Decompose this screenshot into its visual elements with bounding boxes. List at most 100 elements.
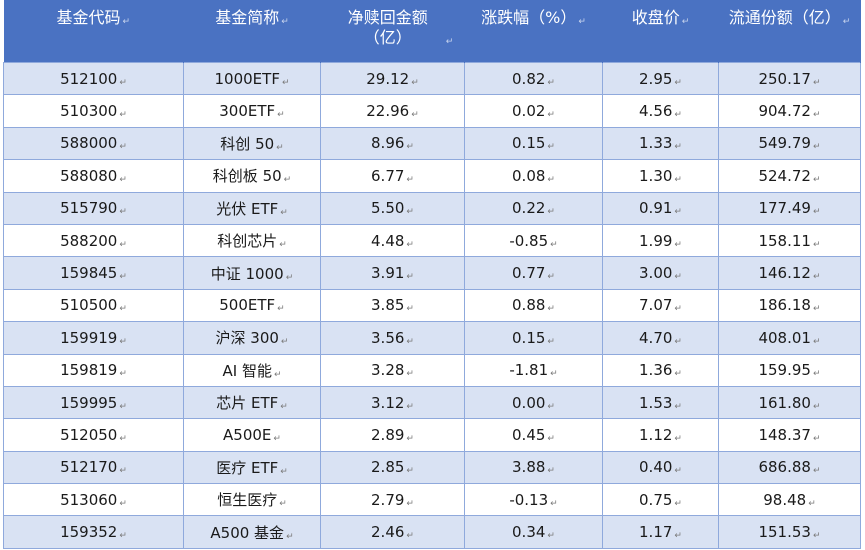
paragraph-mark-icon: ↵ [547,531,555,542]
cell-value: 250.17 [758,69,811,88]
cell-value: 515790 [60,199,118,218]
paragraph-mark-icon: ↵ [547,304,555,315]
paragraph-mark-icon: ↵ [119,304,127,315]
cell-value: 4.48 [371,231,405,250]
paragraph-mark-icon: ↵ [812,142,821,153]
paragraph-mark-icon: ↵ [119,207,127,218]
paragraph-mark-icon: ↵ [812,77,821,88]
cell-value: 0.15 [512,328,546,347]
paragraph-mark-icon: ↵ [406,531,414,542]
cell-float-shares: 98.48 ↵ [718,483,861,517]
paragraph-mark-icon: ↵ [445,37,454,47]
cell-value: 3.85 [371,296,405,315]
cell-float-shares: 524.72 ↵ [718,159,861,193]
cell-value: 2.89 [371,425,405,444]
cell-value: 3.28 [371,361,405,380]
paragraph-mark-icon: ↵ [406,466,414,477]
paragraph-mark-icon: ↵ [277,304,285,315]
cell-fund-name: AI 智能 ↵ [183,353,321,387]
paragraph-mark-icon: ↵ [406,304,414,315]
cell-value: 300ETF [219,102,276,121]
paragraph-mark-icon: ↵ [812,304,821,315]
cell-value: 1.33 [639,134,673,153]
table-row: 510300 ↵ 300ETF ↵ 22.96 ↵ 0.02 ↵ 4.56 ↵ 904.72 ↵ [3,94,861,128]
paragraph-mark-icon: ↵ [547,401,555,412]
cell-value: 6.77 [371,166,405,185]
cell-fund-name: A500E ↵ [183,418,321,452]
cell-value: 1.99 [639,231,673,250]
paragraph-mark-icon: ↵ [674,272,682,283]
cell-value: 0.34 [512,523,546,542]
cell-net-redemption: 2.79 ↵ [320,483,465,517]
cell-net-redemption: 2.89 ↵ [320,418,465,452]
cell-value: 1.17 [639,523,673,542]
cell-value: 3.91 [371,264,405,283]
paragraph-mark-icon: ↵ [119,239,127,250]
cell-fund-code: 588200 ↵ [3,223,184,258]
paragraph-mark-icon: ↵ [119,174,127,185]
cell-value: 408.01 [758,328,811,347]
paragraph-mark-icon: ↵ [280,337,289,348]
cell-fund-code: 510300 ↵ [3,94,184,128]
cell-value: A500 基金 [210,523,285,542]
cell-value: 3.88 [512,458,546,477]
cell-change-pct: 0.77 ↵ [464,256,603,290]
paragraph-mark-icon: ↵ [547,77,555,88]
cell-value: 1.36 [639,361,673,380]
cell-value: 159995 [60,393,118,412]
cell-close-price: 4.70 ↵ [602,321,719,355]
cell-value: 0.00 [512,393,546,412]
cell-net-redemption: 2.85 ↵ [320,450,465,485]
table-row: 159919 ↵ 沪深 300 ↵ 3.56 ↵ 0.15 ↵ 4.70 ↵ 408.01 ↵ [3,321,861,355]
paragraph-mark-icon: ↵ [406,239,414,250]
paragraph-mark-icon: ↵ [286,531,294,542]
table-row: 512100 ↵ 1000ETF ↵ 29.12 ↵ 0.82 ↵ 2.95 ↵ 250.17 ↵ [3,61,861,96]
cell-value: 159352 [60,523,118,542]
table-row: 159995 ↵ 芯片 ETF ↵ 3.12 ↵ 0.00 ↵ 1.53 ↵ 161.80 ↵ [3,385,861,420]
cell-value: 0.88 [512,296,546,315]
fund-redemption-table-container: 基金代码 ↵ 基金简称 ↵ 净赎回金额（亿） ↵ 涨跌幅（%） ↵ 收盘价 ↵ 流通份额（… [3,0,861,549]
header-label: 基金代码 [56,8,121,27]
paragraph-mark-icon: ↵ [281,17,289,27]
cell-float-shares: 148.37 ↵ [718,418,861,452]
paragraph-mark-icon: ↵ [812,239,821,250]
cell-float-shares: 177.49 ↵ [718,191,861,225]
cell-value: 8.96 [371,134,405,153]
cell-value: 医疗 ETF [216,458,279,477]
cell-value: 159845 [60,264,118,283]
cell-change-pct: 0.08 ↵ [464,159,603,193]
header-close-price: 收盘价 ↵ [602,0,719,63]
paragraph-mark-icon: ↵ [550,369,558,380]
paragraph-mark-icon: ↵ [812,433,821,444]
paragraph-mark-icon: ↵ [674,304,682,315]
cell-close-price: 1.33 ↵ [602,126,719,161]
cell-value: 3.56 [371,328,405,347]
paragraph-mark-icon: ↵ [674,466,682,477]
cell-float-shares: 186.18 ↵ [718,288,861,323]
cell-fund-name: 沪深 300 ↵ [183,321,321,355]
cell-fund-code: 159919 ↵ [3,321,184,355]
cell-value: 500ETF [219,296,276,315]
table-row: 512050 ↵ A500E ↵ 2.89 ↵ 0.45 ↵ 1.12 ↵ 148.37 ↵ [3,418,861,452]
paragraph-mark-icon: ↵ [812,174,821,185]
paragraph-mark-icon: ↵ [119,433,127,444]
cell-close-price: 0.91 ↵ [602,191,719,225]
paragraph-mark-icon: ↵ [119,498,127,509]
paragraph-mark-icon: ↵ [547,336,555,347]
paragraph-mark-icon: ↵ [406,207,414,218]
cell-close-price: 4.56 ↵ [602,94,719,128]
cell-value: 146.12 [758,264,811,283]
paragraph-mark-icon: ↵ [547,110,555,121]
cell-fund-name: 300ETF ↵ [183,94,321,128]
table-row: 515790 ↵ 光伏 ETF ↵ 5.50 ↵ 0.22 ↵ 0.91 ↵ 177.49 ↵ [3,191,861,225]
cell-close-price: 0.75 ↵ [602,483,719,517]
header-fund-code: 基金代码 ↵ [3,0,184,63]
paragraph-mark-icon: ↵ [812,466,821,477]
paragraph-mark-icon: ↵ [406,498,414,509]
paragraph-mark-icon: ↵ [674,110,682,121]
paragraph-mark-icon: ↵ [674,336,682,347]
table-row: 510500 ↵ 500ETF ↵ 3.85 ↵ 0.88 ↵ 7.07 ↵ 186.18 ↵ [3,288,861,323]
paragraph-mark-icon: ↵ [547,142,555,153]
table-header-row: 基金代码 ↵ 基金简称 ↵ 净赎回金额（亿） ↵ 涨跌幅（%） ↵ 收盘价 ↵ 流通份额（… [3,0,861,63]
paragraph-mark-icon: ↵ [808,498,816,509]
